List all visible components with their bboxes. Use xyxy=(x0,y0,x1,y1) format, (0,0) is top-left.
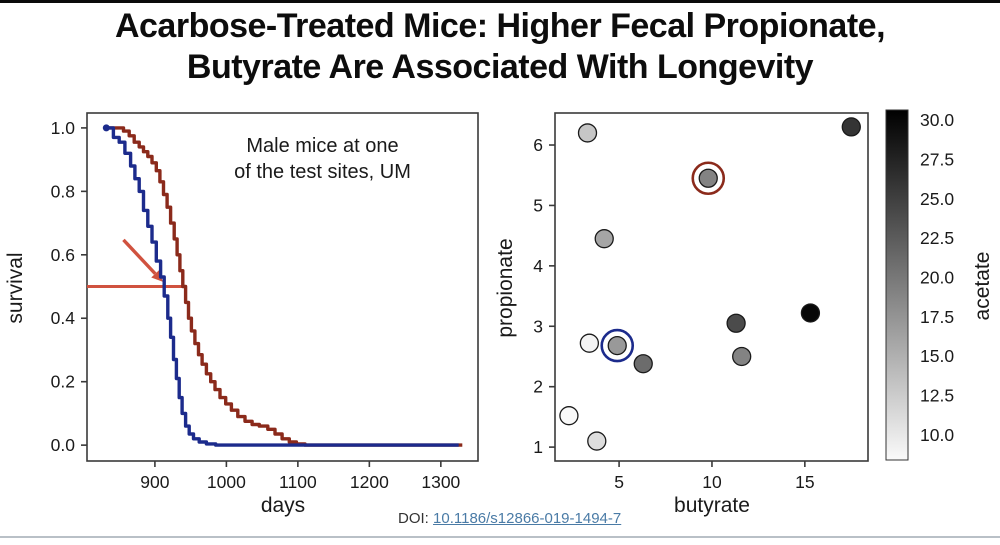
median-arrow-shaft xyxy=(122,238,157,275)
x-axis-tick-label: 1200 xyxy=(350,472,389,492)
y-axis-tick-label: 0.2 xyxy=(51,372,75,392)
y-axis-tick-label: 3 xyxy=(533,316,543,336)
colorbar-tick-label: 27.5 xyxy=(920,150,954,170)
x-axis-tick-label: 5 xyxy=(614,472,624,492)
scatter-point xyxy=(726,313,746,333)
colorbar-tick-label: 15.0 xyxy=(920,346,954,366)
scatter-point xyxy=(841,117,861,137)
highlight-ring xyxy=(691,161,726,196)
plot-annotation: Male mice at one of the test sites, UM xyxy=(200,133,445,185)
x-axis-tick-label: 10 xyxy=(702,472,722,492)
x-axis-label-butyrate: butyrate xyxy=(674,494,750,517)
colorbar-tick-label: 25.0 xyxy=(920,189,954,209)
scatter-point xyxy=(577,123,598,143)
x-axis-tick-label: 1000 xyxy=(207,472,246,492)
scatter-point xyxy=(579,333,600,353)
scatter-point xyxy=(607,335,627,356)
colorbar xyxy=(885,109,909,461)
figure-title-line2: Butyrate Are Associated With Longevity xyxy=(186,48,814,86)
colorbar-label-acetate: acetate xyxy=(971,252,994,321)
scatter-point xyxy=(732,346,752,367)
y-axis-tick-label: 4 xyxy=(533,256,543,276)
scatter-point xyxy=(633,354,653,374)
y-axis-tick-label: 5 xyxy=(533,195,543,215)
colorbar-tick-label: 30.0 xyxy=(920,110,954,130)
x-axis-tick-label: 900 xyxy=(140,472,169,492)
x-axis-tick-label: 15 xyxy=(795,472,814,492)
x-axis-label-days: days xyxy=(261,494,305,517)
scatter-point xyxy=(587,431,607,451)
y-axis-tick-label: 6 xyxy=(533,135,543,155)
y-axis-tick-label: 2 xyxy=(533,377,543,397)
doi-prefix: DOI: xyxy=(398,510,429,527)
y-axis-tick-label: 1 xyxy=(533,437,543,457)
y-axis-label-propionate: propionate xyxy=(494,238,517,337)
y-axis-tick-label: 1.0 xyxy=(51,118,76,138)
plot-box xyxy=(554,112,869,462)
annotation-line2: of the test sites, UM xyxy=(234,161,411,183)
colorbar-tick-label: 20.0 xyxy=(920,268,954,288)
x-axis-tick-label: 1300 xyxy=(421,472,460,492)
top-border-line xyxy=(0,0,1000,3)
colorbar-tick-label: 12.5 xyxy=(920,386,954,406)
y-axis-tick-label: 0.8 xyxy=(51,181,75,201)
doi-citation: DOI: 10.1186/s12866-019-1494-7 xyxy=(398,510,621,527)
curve-start-dot xyxy=(102,124,110,132)
survival-curve-acarbose xyxy=(106,126,463,447)
highlight-ring xyxy=(600,328,635,363)
colorbar-tick-label: 17.5 xyxy=(920,307,954,327)
bottom-border-line xyxy=(0,536,1000,538)
figure-title: Acarbose-Treated Mice: Higher Fecal Prop… xyxy=(0,6,1000,88)
y-axis-tick-label: 0.0 xyxy=(51,435,76,455)
y-axis-tick-label: 0.4 xyxy=(51,308,76,328)
scatter-point xyxy=(698,168,718,188)
scatter-point xyxy=(559,406,579,426)
scatter-point xyxy=(594,229,614,249)
annotation-line1: Male mice at one xyxy=(246,135,399,157)
x-axis-tick-label: 1100 xyxy=(279,472,317,492)
survival-curve-control xyxy=(106,126,459,447)
y-axis-label-survival: survival xyxy=(4,252,27,323)
y-axis-tick-label: 0.6 xyxy=(51,245,75,265)
colorbar-tick-label: 22.5 xyxy=(920,228,954,248)
scatter-point xyxy=(800,303,821,323)
colorbar-tick-label: 10.0 xyxy=(920,425,954,445)
figure-title-line1: Acarbose-Treated Mice: Higher Fecal Prop… xyxy=(114,7,886,45)
doi-link[interactable]: 10.1186/s12866-019-1494-7 xyxy=(433,510,622,527)
